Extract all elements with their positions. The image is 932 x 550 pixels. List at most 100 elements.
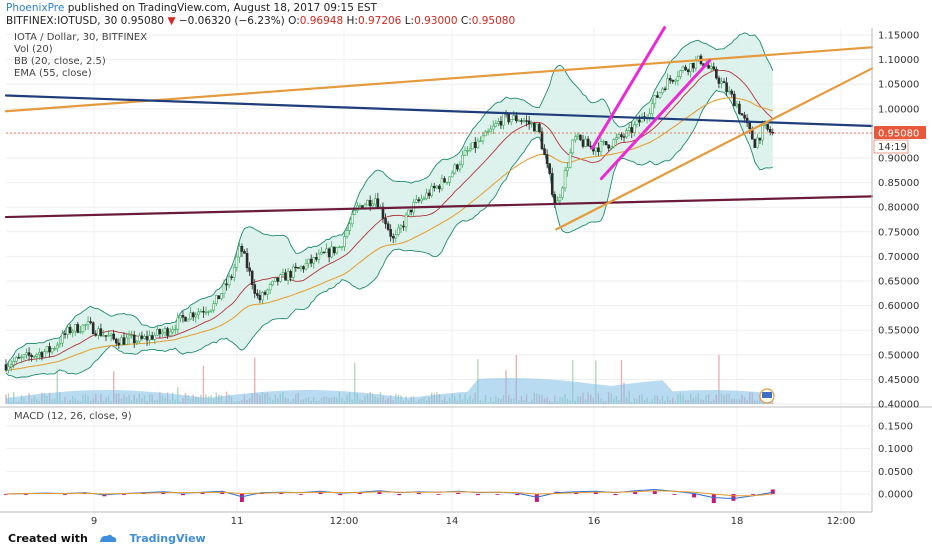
trendline-channel-magenta[interactable] [599, 59, 712, 181]
candle-body [66, 326, 69, 335]
trendline-channel-magenta[interactable] [590, 26, 667, 150]
candle-body [743, 114, 746, 119]
created-with-label: Created with [8, 532, 88, 545]
candle-body [238, 245, 241, 258]
quote-line: BITFINEX:IOTUSD, 30 0.95080 ▼ −0.06320 (… [6, 15, 515, 27]
macd-histogram-bar [436, 494, 441, 495]
change-value: −0.06320 (−6.23%) [178, 15, 285, 27]
candle-body [497, 121, 500, 124]
candle-body [666, 78, 669, 90]
candle-body [168, 331, 172, 336]
volume-ma-area [6, 378, 773, 404]
candle-body [40, 352, 44, 358]
candlesticks[interactable] [4, 53, 775, 374]
macd-tick-label: 0.1500 [878, 422, 913, 433]
price-tick-label: 0.40000 [878, 400, 919, 411]
candle-body [579, 134, 582, 141]
candle-body [302, 266, 305, 270]
candle-body [91, 322, 95, 335]
countdown-tag [873, 139, 909, 154]
candle-body [309, 258, 313, 264]
open-label: O: [288, 15, 300, 27]
candle-body [466, 150, 469, 152]
candle-body [97, 328, 100, 336]
candle-body [609, 146, 613, 149]
candle-body [597, 147, 600, 153]
candle-body [20, 356, 23, 359]
macd-histogram-bar [711, 494, 716, 504]
trendline-trend-orange[interactable] [555, 67, 874, 231]
candle-body [722, 81, 726, 84]
candle-body [212, 303, 216, 311]
macd-histogram-bar [416, 492, 421, 494]
tradingview-brand[interactable]: TradingView [129, 532, 206, 545]
candle-body [248, 267, 251, 272]
candle-body [79, 331, 82, 333]
candle-body [181, 315, 185, 318]
trendline-trend-navy[interactable] [4, 94, 874, 128]
macd-legend: MACD (12, 26, close, 9) [14, 411, 132, 422]
candle-body [320, 251, 323, 255]
candle-body [415, 199, 418, 203]
candle-body [753, 138, 757, 148]
candle-body [330, 246, 333, 258]
volume-bar [113, 371, 115, 404]
candle-body [561, 187, 564, 198]
candle-body [461, 154, 464, 166]
candle-body [43, 351, 46, 358]
candle-body [176, 317, 180, 330]
candle-body [686, 69, 690, 73]
candle-body [607, 144, 610, 149]
price-axis[interactable]: 1.150001.100001.050001.000000.950000.900… [0, 28, 932, 513]
candle-body [738, 103, 741, 114]
candle-body [553, 194, 557, 204]
trendline-trend-maroon[interactable] [4, 195, 874, 219]
candle-body [132, 334, 136, 344]
candle-body [720, 81, 723, 84]
candle-body [143, 336, 146, 339]
candle-body [653, 95, 657, 105]
candle-body [189, 312, 192, 320]
last-price-tag [874, 126, 926, 140]
candle-body [114, 338, 118, 344]
candle-body [730, 90, 734, 95]
candle-body [735, 103, 739, 107]
candle-body [220, 293, 223, 300]
candle-body [71, 330, 74, 333]
candle-body [604, 141, 608, 146]
candle-body [14, 357, 18, 362]
candle-body [122, 337, 126, 345]
candle-body [9, 364, 13, 368]
candle-body [517, 120, 521, 122]
candle-body [543, 148, 546, 155]
time-tick-label: 12:00 [330, 516, 359, 527]
candle-body [486, 131, 490, 133]
time-tick-label: 14 [446, 516, 459, 527]
trendlines[interactable] [4, 26, 874, 231]
candle-body [589, 145, 592, 148]
candle-body [232, 266, 236, 278]
macd-pane[interactable]: 0.1500 0.1000 0.0500 0.0000 [4, 422, 913, 504]
candle-body [550, 173, 554, 195]
candle-body [317, 253, 321, 260]
high-label: H: [346, 15, 358, 27]
candle-body [366, 200, 369, 206]
candle-body [635, 119, 639, 126]
candle-body [407, 209, 410, 216]
candle-body [640, 116, 644, 123]
time-axis[interactable]: 9 11 12:00 14 16 18 12:00 [91, 516, 856, 527]
published-text: published on TradingView.com, August 18,… [67, 2, 377, 14]
candle-body [389, 229, 392, 237]
candle-body [584, 138, 587, 147]
candle-body [102, 335, 105, 337]
author-name[interactable]: PhoenixPre [6, 2, 65, 14]
candle-body [161, 331, 164, 335]
candle-body [456, 164, 459, 170]
candle-body [222, 283, 226, 294]
candle-body [294, 266, 298, 269]
candle-body [286, 271, 290, 281]
macd-histogram-bar [751, 494, 756, 495]
candle-body [25, 352, 28, 356]
candle-body [120, 337, 123, 346]
